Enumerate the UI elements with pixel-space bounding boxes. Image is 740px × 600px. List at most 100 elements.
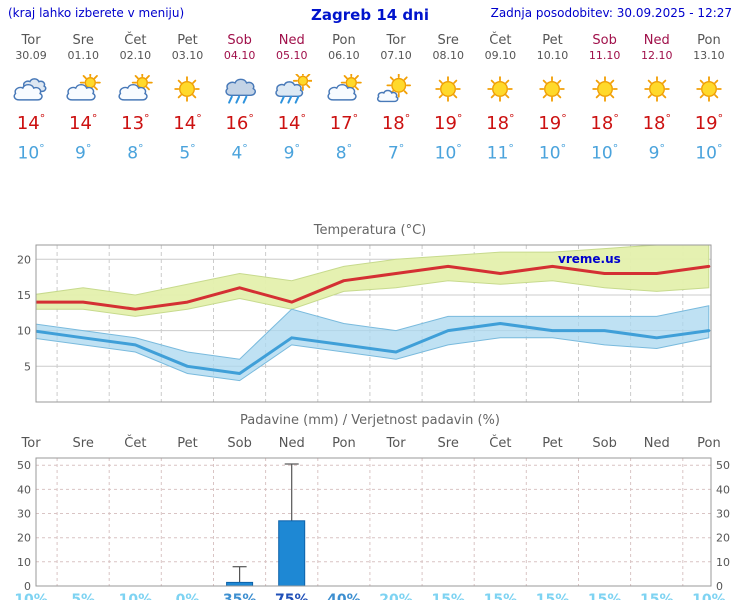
day-column[interactable]: Sre 08.10 19° 10° — [422, 32, 474, 166]
day-column[interactable]: Sob 11.10 18° 10° — [579, 32, 631, 166]
axis-day-label: Ned — [278, 435, 305, 451]
day-column[interactable]: Pon 06.10 17° 8° — [318, 32, 370, 166]
precip-probability: 15% — [483, 591, 518, 600]
day-column[interactable]: Sob 04.10 16° 4° — [214, 32, 266, 166]
day-tmax: 19° — [434, 112, 463, 134]
degree-symbol: ° — [138, 142, 144, 155]
day-name: Ned — [643, 33, 670, 48]
day-name: Čet — [124, 33, 147, 48]
header-bar: (kraj lahko izberete v meniju) Zagreb 14… — [0, 0, 740, 24]
partly-icon — [57, 62, 109, 106]
precip-probability: 10% — [692, 591, 726, 600]
y-tick-label-left: 40 — [17, 483, 31, 496]
degree-symbol: ° — [85, 142, 92, 155]
day-name: Pon — [332, 33, 356, 48]
y-tick-label-right: 40 — [716, 483, 730, 496]
precip-probability: 15% — [640, 591, 674, 600]
degree-symbol: ° — [91, 112, 98, 125]
y-tick-label-right: 50 — [716, 459, 730, 472]
day-date: 09.10 — [484, 49, 517, 62]
day-tmin: 8° — [335, 142, 353, 164]
sunny-icon — [683, 62, 735, 106]
precip-bar — [226, 581, 254, 587]
day-date: 06.10 — [328, 49, 360, 62]
day-date: 30.09 — [15, 49, 47, 62]
day-date: 10.10 — [536, 49, 569, 62]
sun-shape — [174, 76, 201, 102]
axis-day-label: Sob — [592, 435, 617, 451]
day-column[interactable]: Pon 13.10 19° 10° — [683, 32, 735, 166]
sun-shape — [435, 76, 461, 102]
day-tmax: 14° — [277, 112, 306, 134]
axis-day-label: Tor — [386, 435, 406, 451]
degree-symbol: ° — [508, 142, 514, 155]
degree-symbol: ° — [717, 112, 724, 125]
axis-day-label: Tor — [21, 435, 41, 451]
day-tmax: 19° — [694, 112, 724, 134]
day-column[interactable]: Tor 07.10 18° 7° — [370, 32, 422, 166]
cloud-shape — [377, 89, 399, 103]
day-name: Pet — [177, 33, 198, 48]
chart-plot-area — [36, 457, 711, 586]
y-tick-label-left: 20 — [17, 531, 31, 544]
day-column[interactable]: Pet 03.10 14° 5° — [161, 32, 213, 166]
degree-symbol: ° — [300, 112, 306, 125]
y-tick-label-left: 10 — [17, 555, 31, 568]
day-tmax: 16° — [225, 112, 254, 134]
axis-day-label: Pon — [697, 435, 721, 451]
partly-icon — [109, 62, 161, 106]
degree-symbol: ° — [612, 142, 619, 155]
sun-shape — [80, 74, 101, 94]
day-tmax: 14° — [69, 112, 98, 134]
menu-hint: (kraj lahko izberete v meniju) — [8, 6, 185, 20]
day-tmin: 9° — [648, 142, 665, 164]
cloudy-icon — [5, 62, 57, 106]
sun-shape — [292, 74, 312, 91]
sunny-icon — [526, 62, 578, 106]
day-column[interactable]: Tor 30.09 14° 10° — [5, 32, 57, 166]
day-column[interactable]: Pet 10.10 19° 10° — [526, 32, 578, 166]
temperature-chart: 5 10 15 20 — [17, 244, 712, 403]
degree-symbol: ° — [352, 112, 359, 125]
axis-day-label: Pet — [177, 435, 198, 451]
precip-probability: 5% — [71, 591, 96, 600]
day-tmax: 18° — [486, 112, 515, 134]
day-column[interactable]: Sre 01.10 14° 9° — [57, 32, 109, 166]
precip-bar — [278, 519, 306, 587]
sunny-icon — [161, 62, 213, 106]
cloud-shape — [225, 78, 256, 97]
day-name: Sre — [72, 33, 94, 48]
raindrop-shape — [287, 95, 292, 104]
sun-shape — [696, 76, 722, 102]
day-column[interactable]: Čet 02.10 13° 8° — [109, 32, 161, 166]
day-date: 08.10 — [432, 49, 464, 62]
day-name: Tor — [386, 33, 406, 48]
tmin-range-band — [36, 304, 710, 381]
degree-symbol: ° — [346, 142, 353, 155]
degree-symbol: ° — [561, 112, 567, 125]
y-tick-label-right: 0 — [716, 580, 723, 592]
sun-shape — [644, 76, 670, 102]
precip-chart-title: Padavine (mm) / Verjetnost padavin (%) — [240, 412, 500, 428]
precip-probability: 20% — [379, 591, 413, 600]
y-tick-label-right: 20 — [716, 531, 730, 544]
precip-probability: 40% — [327, 591, 361, 600]
day-tmax: 18° — [642, 112, 671, 134]
precip-probability: 10% — [14, 591, 48, 600]
day-column[interactable]: Ned 12.10 18° 9° — [631, 32, 683, 166]
day-tmin: 11° — [486, 142, 514, 164]
day-name: Sre — [437, 33, 459, 48]
degree-symbol: ° — [665, 112, 671, 125]
sun-shape — [591, 76, 618, 102]
degree-symbol: ° — [404, 112, 411, 125]
cloud-shape — [275, 81, 303, 98]
day-date: 04.10 — [223, 49, 256, 62]
y-tick-label-left: 30 — [17, 507, 31, 520]
day-column[interactable]: Ned 05.10 14° 9° — [266, 32, 318, 166]
day-column[interactable]: Čet 09.10 18° 11° — [474, 32, 526, 166]
temp-series-group — [36, 244, 711, 381]
day-tmin: 10° — [695, 142, 723, 164]
day-tmax: 18° — [381, 112, 411, 134]
degree-symbol: ° — [398, 142, 405, 155]
